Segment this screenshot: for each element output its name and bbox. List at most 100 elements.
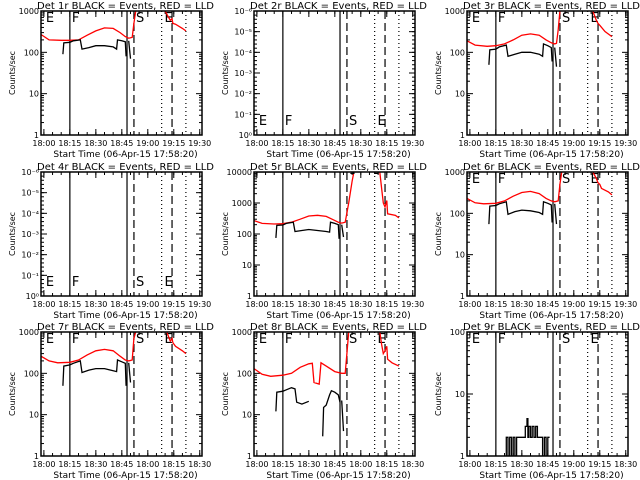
events-series-line: [62, 359, 127, 386]
x-tick-label: 18:00: [458, 460, 481, 469]
y-tick-label: 10: [455, 390, 465, 399]
y-tick-label: 1: [34, 452, 39, 461]
y-axis-label: Counts/sec: [8, 51, 17, 95]
marker-label-F: F: [72, 11, 79, 26]
x-tick-label: 18:30: [297, 300, 320, 309]
events-series-line: [254, 172, 283, 176]
x-tick-label: 19:30: [188, 300, 211, 309]
x-tick-label: 18:30: [510, 460, 533, 469]
lld-series-line: [467, 11, 561, 47]
lld-series-line: [166, 332, 187, 355]
y-tick-label: 1: [34, 131, 39, 140]
x-tick-label: 18:15: [375, 139, 398, 148]
x-tick-label: 18:30: [510, 300, 533, 309]
marker-label-E: E: [46, 11, 54, 26]
events-series-line: [505, 418, 550, 456]
x-tick-label: 19:00: [136, 300, 159, 309]
x-tick-label: 19:15: [588, 300, 611, 309]
plot-frame: [40, 331, 203, 457]
x-tick-label: 19:15: [162, 139, 185, 148]
x-tick-label: 18:15: [484, 139, 507, 148]
events-series-line: [554, 203, 558, 225]
x-tick-label: 18:30: [349, 300, 372, 309]
y-tick-label: 100: [450, 48, 465, 57]
panel-det-1: Det 1r BLACK = Events, RED = LLD Counts/s…: [8, 1, 214, 160]
x-tick-label: 19:00: [562, 139, 585, 148]
panel-det-3: Det 3r BLACK = Events, RED = LLD Counts/s…: [434, 1, 640, 160]
x-tick-label: 18:00: [458, 300, 481, 309]
lld-series-line: [379, 332, 400, 367]
x-tick-label: 18:30: [297, 460, 320, 469]
marker-label-S: S: [562, 332, 570, 347]
panel-title: Det 2r BLACK = Events, RED = LLD: [250, 1, 427, 12]
y-tick-label: 1000: [445, 168, 465, 177]
marker-label-E: E: [46, 275, 54, 290]
x-axis-label: Start Time (06-Apr-15 17:58:20): [479, 150, 623, 160]
x-tick-label: 18:15: [375, 300, 398, 309]
x-tick-label: 18:30: [84, 460, 107, 469]
panel-title: Det 5r BLACK = Events, RED = LLD: [250, 162, 427, 173]
y-tick-label: 1: [460, 131, 465, 140]
x-tick-label: 19:00: [136, 139, 159, 148]
marker-label-E: E: [165, 332, 173, 347]
y-tick-label: 10: [242, 411, 252, 420]
panel-title: Det 6r BLACK = Events, RED = LLD: [463, 162, 640, 173]
y-tick-label: 10⁻³: [234, 69, 252, 78]
y-axis-label: Counts/sec: [221, 212, 230, 256]
lld-series-line: [254, 172, 355, 225]
marker-label-F: F: [72, 275, 79, 290]
y-tick-label: 10⁻²: [21, 251, 39, 260]
y-tick-label: 10⁻¹: [234, 110, 252, 119]
events-series-line: [322, 389, 341, 437]
panel-title: Det 9r BLACK = Events, RED = LLD: [463, 322, 640, 333]
x-tick-label: 18:45: [536, 460, 559, 469]
y-tick-label: 100: [237, 369, 252, 378]
x-tick-label: 18:15: [58, 139, 81, 148]
x-tick-label: 18:45: [110, 300, 133, 309]
x-tick-label: 18:30: [614, 460, 637, 469]
lld-series-line: [164, 11, 187, 32]
marker-label-E: E: [472, 11, 480, 26]
x-tick-label: 18:30: [188, 460, 211, 469]
plot-frame: [466, 10, 629, 136]
x-tick-label: 19:30: [614, 300, 637, 309]
y-tick-label: 10⁻⁵: [21, 189, 39, 198]
y-tick-label: 10: [242, 261, 252, 270]
plot-frame: [40, 171, 203, 297]
y-tick-label: 10⁻⁴: [234, 48, 252, 57]
x-tick-label: 19:15: [588, 139, 611, 148]
x-tick-label: 19:00: [562, 300, 585, 309]
x-tick-label: 18:00: [32, 460, 55, 469]
x-tick-label: 18:30: [510, 139, 533, 148]
x-tick-label: 18:00: [32, 139, 55, 148]
marker-label-S: S: [136, 275, 144, 290]
panel-det-5: Det 5r BLACK = Events, RED = LLD Counts/s…: [221, 162, 427, 321]
plot-frame: [40, 10, 203, 136]
marker-label-E: E: [472, 332, 480, 347]
x-tick-label: 18:45: [110, 460, 133, 469]
y-axis-label: Counts/sec: [8, 372, 17, 416]
y-tick-label: 1000: [19, 328, 39, 337]
y-tick-label: 10⁻²: [234, 90, 252, 99]
events-series-line: [275, 221, 340, 239]
x-tick-label: 19:30: [401, 300, 424, 309]
marker-label-E: E: [259, 114, 267, 129]
x-tick-label: 18:00: [32, 300, 55, 309]
panel-title: Det 8r BLACK = Events, RED = LLD: [250, 322, 427, 333]
x-axis-label: Start Time (06-Apr-15 17:58:20): [266, 150, 410, 160]
plot-frame: [253, 331, 416, 457]
plot-frame: [466, 171, 629, 297]
x-tick-label: 18:30: [349, 139, 372, 148]
y-axis-label: Counts/sec: [434, 372, 443, 416]
lld-series-line: [592, 11, 613, 38]
events-series-line: [488, 200, 553, 225]
marker-label-F: F: [285, 332, 292, 347]
x-tick-label: 18:15: [484, 460, 507, 469]
y-tick-label: 10⁰: [239, 131, 252, 140]
